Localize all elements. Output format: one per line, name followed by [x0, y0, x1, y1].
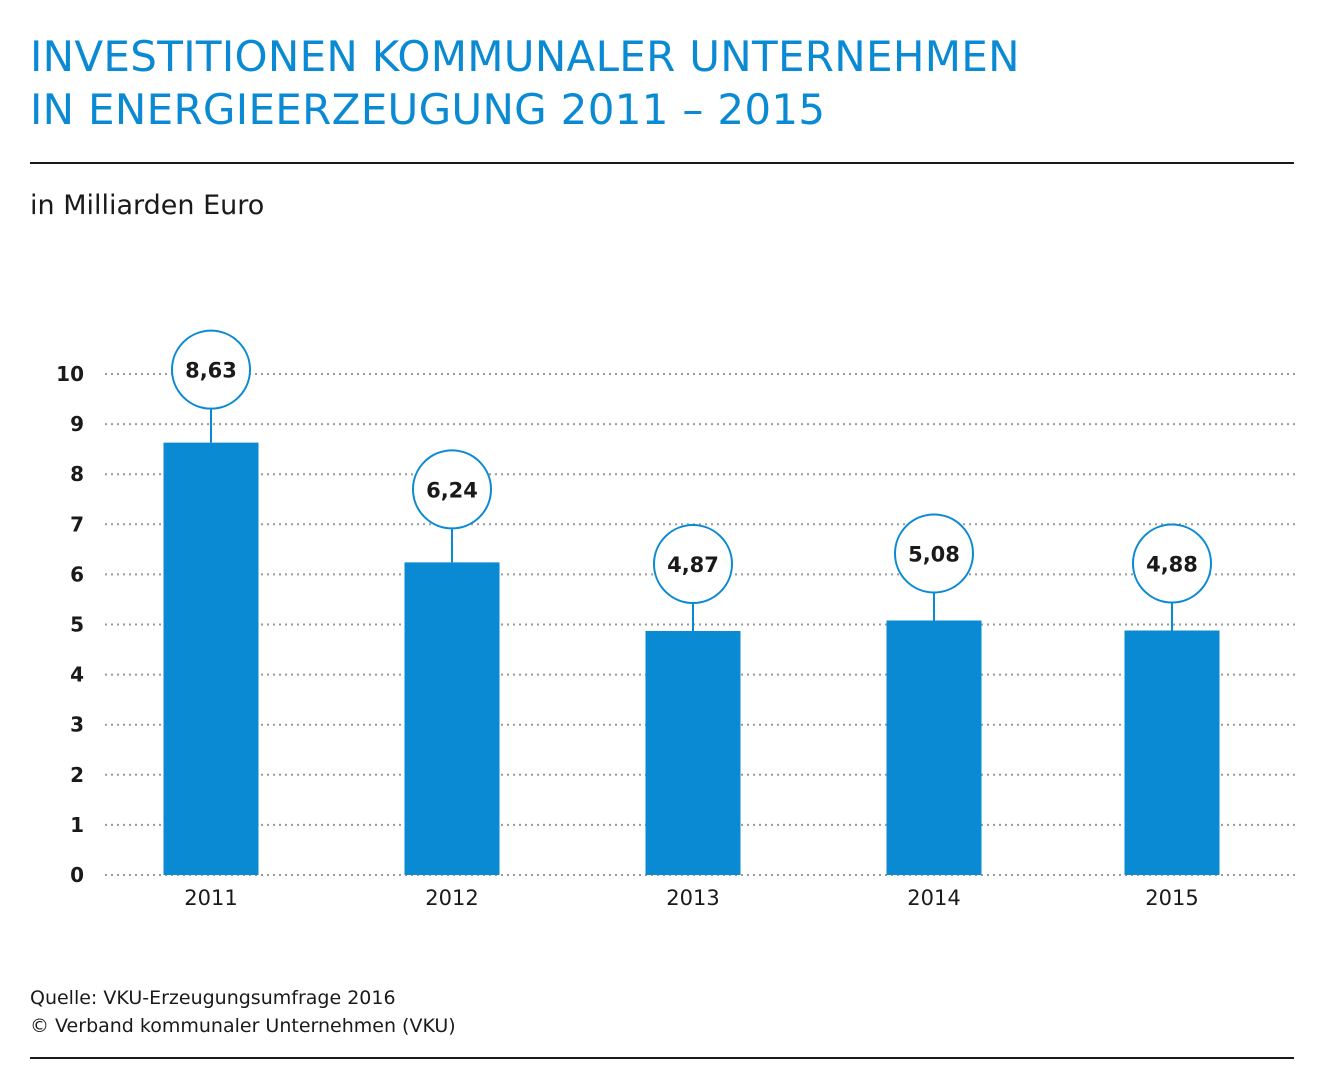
chart-title-line-1: INVESTITIONEN KOMMUNALER UNTERNEHMEN — [30, 32, 1020, 81]
value-bubble-2012 — [412, 449, 492, 530]
data-label-2014: 5,08 — [908, 542, 960, 566]
data-label-2011: 8,63 — [185, 359, 237, 383]
data-label-2015: 4,88 — [1146, 553, 1198, 577]
data-label-2013: 4,87 — [667, 553, 719, 577]
bar-2012 — [404, 562, 500, 875]
bars: 8,63 6,24 4,87 5,08 4,88 — [163, 329, 1220, 875]
value-bubble-2013 — [653, 524, 733, 605]
top-divider — [30, 162, 1294, 164]
x-tick-label-2013: 2013 — [666, 886, 719, 910]
bottom-divider — [30, 1057, 1294, 1059]
y-tick-label-9: 9 — [70, 412, 84, 436]
y-tick-label-8: 8 — [70, 462, 84, 486]
y-tick-label-0: 0 — [70, 863, 84, 887]
value-bubble-2015 — [1132, 523, 1212, 604]
y-tick-label-4: 4 — [70, 663, 84, 687]
y-tick-label-1: 1 — [70, 813, 84, 837]
data-label-2012: 6,24 — [426, 478, 478, 502]
x-tick-label-2014: 2014 — [907, 886, 960, 910]
chart-title-line-2: IN ENERGIEERZEUGUNG 2011 – 2015 — [30, 85, 826, 134]
value-bubble-2014 — [894, 513, 974, 594]
source-line-1: Quelle: VKU-Erzeugungsumfrage 2016 — [30, 987, 396, 1009]
x-tick-label-2015: 2015 — [1145, 886, 1198, 910]
y-tick-label-10: 10 — [56, 362, 84, 386]
source-note: Quelle: VKU-Erzeugungsumfrage 2016 © Ver… — [30, 984, 456, 1040]
y-tick-label-7: 7 — [70, 512, 84, 536]
y-tick-label-6: 6 — [70, 562, 84, 586]
x-tick-label-2011: 2011 — [184, 886, 237, 910]
source-line-2: © Verband kommunaler Unternehmen (VKU) — [30, 1015, 456, 1037]
y-tick-label-5: 5 — [70, 613, 84, 637]
bar-2011 — [163, 442, 259, 875]
y-axis-ticks: 0 1 2 3 4 5 6 7 8 9 10 — [56, 362, 84, 887]
value-bubble-2011 — [171, 329, 251, 410]
y-tick-label-2: 2 — [70, 763, 84, 787]
x-axis-ticks: 2011 2012 2013 2014 2015 — [184, 886, 1198, 910]
x-tick-label-2012: 2012 — [425, 886, 478, 910]
bar-2014 — [886, 620, 982, 875]
bar-2013 — [645, 631, 741, 875]
unit-label: in Milliarden Euro — [30, 190, 265, 221]
chart-title: INVESTITIONEN KOMMUNALER UNTERNEHMEN IN … — [30, 30, 1020, 136]
bar-2015 — [1124, 630, 1220, 875]
y-tick-label-3: 3 — [70, 713, 84, 737]
